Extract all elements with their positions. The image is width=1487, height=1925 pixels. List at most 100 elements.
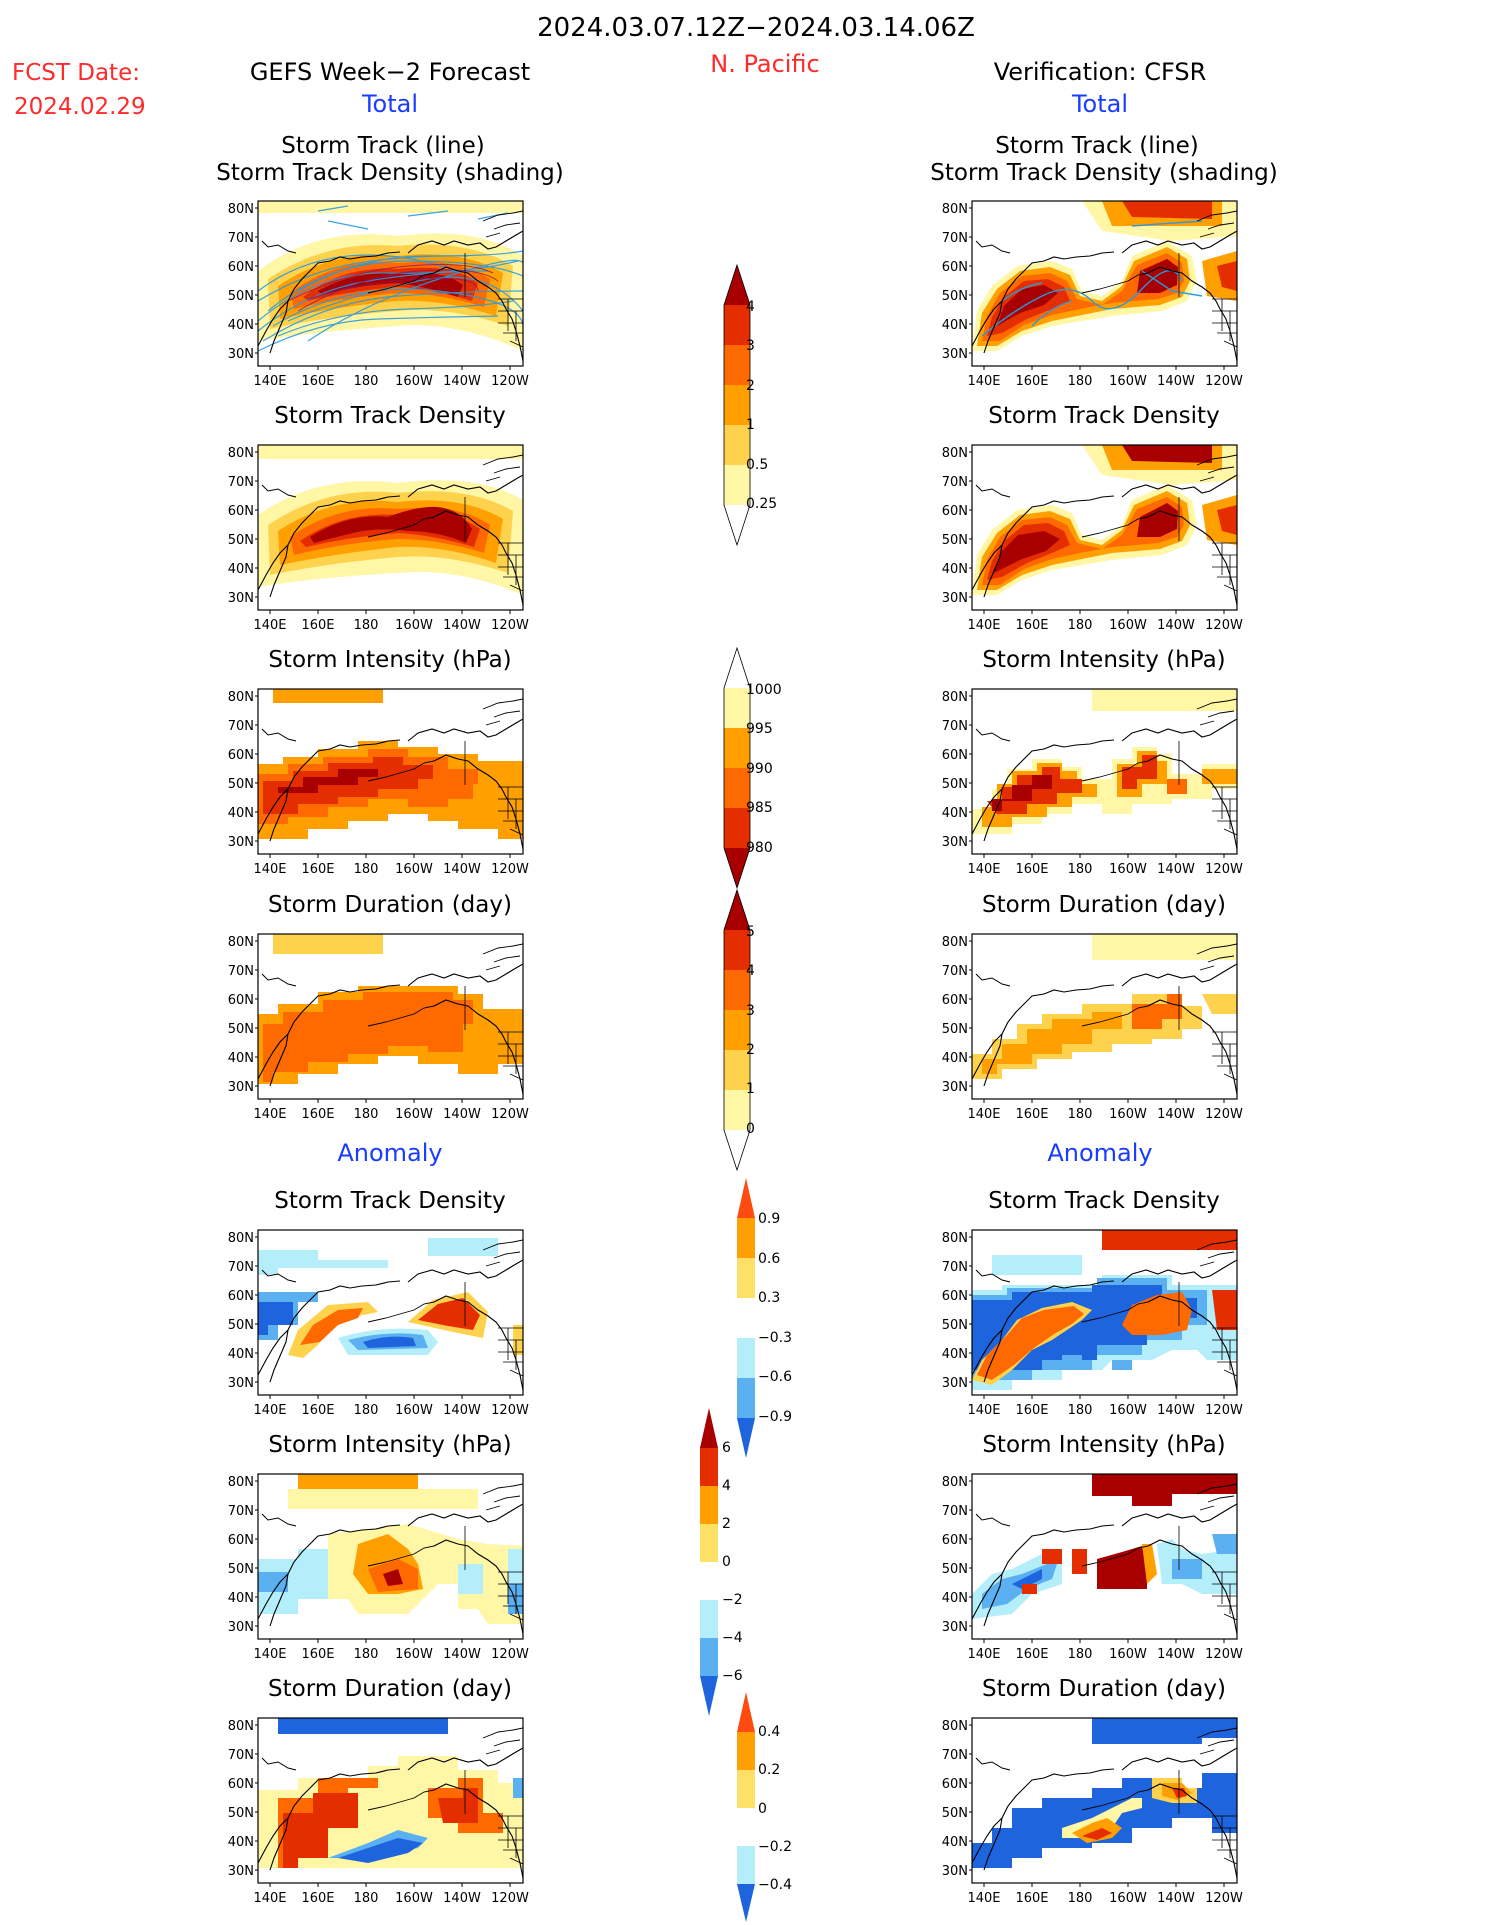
lat-tick-label: 40N bbox=[942, 562, 968, 577]
lat-tick-label: 40N bbox=[228, 562, 254, 577]
colorbar-intensity bbox=[723, 646, 751, 890]
lon-tick-label: 140W bbox=[1157, 618, 1195, 633]
lon-tick-label: 140W bbox=[1157, 1647, 1195, 1662]
lat-tick-label: 80N bbox=[942, 202, 968, 217]
lat-tick-label: 40N bbox=[228, 1835, 254, 1850]
lat-tick-label: 70N bbox=[942, 1504, 968, 1519]
lat-tick-label: 60N bbox=[942, 1777, 968, 1792]
lat-tick-label: 40N bbox=[942, 318, 968, 333]
lat-tick-label: 50N bbox=[228, 1806, 254, 1821]
lon-tick-label: 120W bbox=[491, 862, 529, 877]
lon-tick-label: 160E bbox=[301, 374, 334, 389]
lon-tick-label: 140E bbox=[967, 1647, 1000, 1662]
lon-tick-label: 140W bbox=[1157, 862, 1195, 877]
cb-anom-duration-label: 0.2 bbox=[758, 1762, 780, 1778]
map-intensity-left bbox=[257, 688, 524, 855]
lat-tick-label: 80N bbox=[942, 1475, 968, 1490]
lon-tick-label: 180 bbox=[354, 618, 379, 633]
cb-intensity-label: 1000 bbox=[746, 682, 782, 698]
lat-tick-label: 30N bbox=[942, 1620, 968, 1635]
cb-anom-duration-label: 0.4 bbox=[758, 1724, 780, 1740]
lon-tick-label: 140E bbox=[967, 374, 1000, 389]
lon-tick-label: 140E bbox=[253, 1107, 286, 1122]
lat-tick-label: 40N bbox=[942, 1051, 968, 1066]
region-title: N. Pacific bbox=[710, 50, 820, 78]
cb-duration-label: 5 bbox=[746, 924, 755, 940]
lat-tick-label: 40N bbox=[228, 1591, 254, 1606]
lat-tick-label: 30N bbox=[228, 1376, 254, 1391]
lat-tick-label: 50N bbox=[228, 289, 254, 304]
lat-tick-label: 60N bbox=[228, 1289, 254, 1304]
title-density-left: Storm Track Density bbox=[274, 403, 505, 429]
lat-tick-label: 70N bbox=[228, 964, 254, 979]
colorbar-labels-anom-duration: 0.4 0.2 0 −0.2 −0.4 bbox=[758, 1724, 792, 1893]
lat-tick-label: 30N bbox=[942, 1864, 968, 1879]
lat-tick-label: 70N bbox=[942, 1748, 968, 1763]
lon-tick-label: 160W bbox=[395, 618, 433, 633]
lon-tick-label: 140W bbox=[1157, 1107, 1195, 1122]
lat-tick-label: 80N bbox=[228, 690, 254, 705]
lon-tick-label: 140E bbox=[967, 1891, 1000, 1906]
lat-tick-label: 70N bbox=[942, 1260, 968, 1275]
lat-tick-label: 50N bbox=[942, 533, 968, 548]
lon-tick-label: 160W bbox=[1109, 618, 1147, 633]
cb-duration-label: 1 bbox=[746, 1081, 755, 1097]
map-density-left bbox=[257, 444, 524, 611]
lat-tick-label: 80N bbox=[228, 202, 254, 217]
map-anom-intensity-left bbox=[257, 1473, 524, 1640]
lat-tick-label: 50N bbox=[942, 1806, 968, 1821]
lat-tick-label: 80N bbox=[228, 446, 254, 461]
lat-tick-label: 60N bbox=[942, 1533, 968, 1548]
lat-tick-label: 50N bbox=[228, 1562, 254, 1577]
lat-tick-label: 30N bbox=[942, 835, 968, 850]
cb-intensity-label: 995 bbox=[746, 721, 773, 737]
lon-tick-label: 180 bbox=[1068, 1107, 1093, 1122]
cb-anom-duration-label: −0.4 bbox=[758, 1877, 792, 1893]
title-anom-density-left: Storm Track Density bbox=[274, 1188, 505, 1214]
colorbar-anom-density bbox=[737, 1178, 755, 1458]
colorbar-anom-intensity bbox=[700, 1408, 718, 1716]
map-duration-right bbox=[971, 933, 1238, 1100]
lon-tick-label: 160E bbox=[1015, 1403, 1048, 1418]
lon-tick-label: 180 bbox=[1068, 374, 1093, 389]
lat-tick-label: 70N bbox=[942, 231, 968, 246]
lat-tick-label: 80N bbox=[942, 935, 968, 950]
lat-tick-label: 40N bbox=[942, 1835, 968, 1850]
lon-tick-label: 180 bbox=[354, 374, 379, 389]
title-track-shading-right: Storm Track Density (shading) bbox=[930, 160, 1277, 186]
cb-anom-duration-label: −0.2 bbox=[758, 1839, 792, 1855]
map-anom-density-left bbox=[257, 1229, 524, 1396]
lon-tick-label: 120W bbox=[491, 1107, 529, 1122]
colorbar-labels-anom-intensity: 6 4 2 0 −2 −4 −6 bbox=[722, 1440, 743, 1684]
lon-tick-label: 180 bbox=[354, 1403, 379, 1418]
lon-tick-label: 140E bbox=[967, 1403, 1000, 1418]
lon-tick-label: 160E bbox=[301, 1403, 334, 1418]
lon-tick-label: 160W bbox=[395, 1647, 433, 1662]
lat-tick-label: 60N bbox=[942, 1289, 968, 1304]
cb-duration-label: 3 bbox=[746, 1003, 755, 1019]
lat-tick-label: 40N bbox=[942, 806, 968, 821]
lat-tick-label: 80N bbox=[942, 1719, 968, 1734]
lon-tick-label: 180 bbox=[1068, 1891, 1093, 1906]
lat-tick-label: 70N bbox=[942, 964, 968, 979]
colorbar-anom-duration bbox=[737, 1692, 755, 1922]
lon-tick-label: 180 bbox=[1068, 618, 1093, 633]
cb-anom-intensity-label: 4 bbox=[722, 1478, 731, 1494]
lat-tick-label: 50N bbox=[228, 1318, 254, 1333]
cb-anom-intensity-label: 0 bbox=[722, 1554, 731, 1570]
cb-density-label: 3 bbox=[746, 338, 755, 354]
lon-tick-label: 160E bbox=[1015, 862, 1048, 877]
lon-tick-label: 160E bbox=[301, 1107, 334, 1122]
cb-anom-density-label: −0.3 bbox=[758, 1330, 792, 1346]
lat-tick-label: 60N bbox=[942, 748, 968, 763]
title-anom-intensity-left: Storm Intensity (hPa) bbox=[268, 1432, 511, 1458]
lat-tick-label: 50N bbox=[942, 777, 968, 792]
lon-tick-label: 160W bbox=[395, 1403, 433, 1418]
lat-tick-label: 70N bbox=[228, 1504, 254, 1519]
lon-tick-label: 140E bbox=[967, 862, 1000, 877]
lon-tick-label: 120W bbox=[491, 1403, 529, 1418]
lat-tick-label: 30N bbox=[228, 1864, 254, 1879]
lon-tick-label: 120W bbox=[491, 374, 529, 389]
lat-tick-label: 40N bbox=[942, 1347, 968, 1362]
cb-intensity-label: 985 bbox=[746, 800, 773, 816]
